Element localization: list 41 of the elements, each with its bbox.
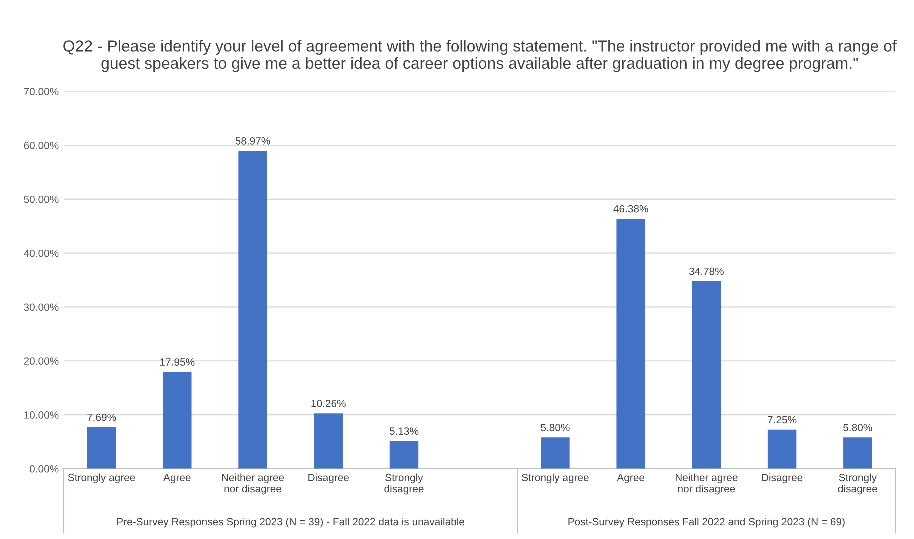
- y-tick-label: 30.00%: [24, 304, 59, 312]
- x-tick-label: Strongly disagree: [838, 474, 878, 495]
- bar: [87, 427, 116, 469]
- bar: [390, 441, 419, 469]
- text: Pre-Survey Responses Spring 2023 (N = 39) - Fall 2022 data is unavailable: [118, 518, 465, 528]
- x-tick-label: Neither agree nor disagree: [676, 474, 738, 495]
- bar: [768, 430, 797, 469]
- y-tick-label: 0.00%: [30, 465, 59, 473]
- data-label: 7.25%: [768, 416, 797, 424]
- y-tick-label: 40.00%: [24, 250, 59, 258]
- y-tick-label: 70.00%: [24, 88, 59, 96]
- data-label: 17.95%: [160, 358, 195, 366]
- data-label: 7.69%: [88, 414, 116, 422]
- text: Post-Survey Responses Fall 2022 and Spring 2023 (N = 69): [568, 518, 845, 528]
- x-tick-label: Strongly agree: [522, 474, 589, 484]
- bar: [238, 151, 268, 469]
- y-tick-label: 10.00%: [24, 412, 59, 419]
- x-tick-label: Agree: [617, 474, 645, 484]
- x-tick-label: Strongly disagree: [384, 474, 424, 495]
- bar: [692, 281, 722, 469]
- bar: [541, 438, 570, 469]
- bar: [314, 414, 343, 469]
- data-label: 5.13%: [390, 428, 419, 436]
- bar: [163, 372, 192, 469]
- x-tick-label: Disagree: [308, 474, 350, 484]
- data-label: 58.97%: [236, 137, 270, 145]
- y-tick-label: 20.00%: [24, 358, 59, 366]
- data-label: 10.26%: [312, 400, 346, 408]
- bar: [844, 438, 872, 469]
- data-label: 46.38%: [614, 205, 648, 213]
- bar: [616, 218, 646, 469]
- y-tick-label: 50.00%: [24, 196, 59, 204]
- chart-title: Q22 - Please identify your level of agreement with the following statement. "The instructor provided me with a range of guest speakers to give me a better idea of career options available after graduation in my degree program.": [64, 40, 897, 72]
- x-tick-label: Neither agree nor disagree: [222, 474, 284, 495]
- x-tick-label: Disagree: [762, 474, 803, 484]
- data-label: 5.80%: [541, 424, 570, 432]
- x-tick-label: Strongly agree: [68, 474, 136, 484]
- data-label: 5.80%: [844, 424, 872, 432]
- data-label: 34.78%: [689, 268, 724, 276]
- x-tick-label: Agree: [164, 474, 191, 484]
- y-tick-label: 60.00%: [24, 142, 59, 150]
